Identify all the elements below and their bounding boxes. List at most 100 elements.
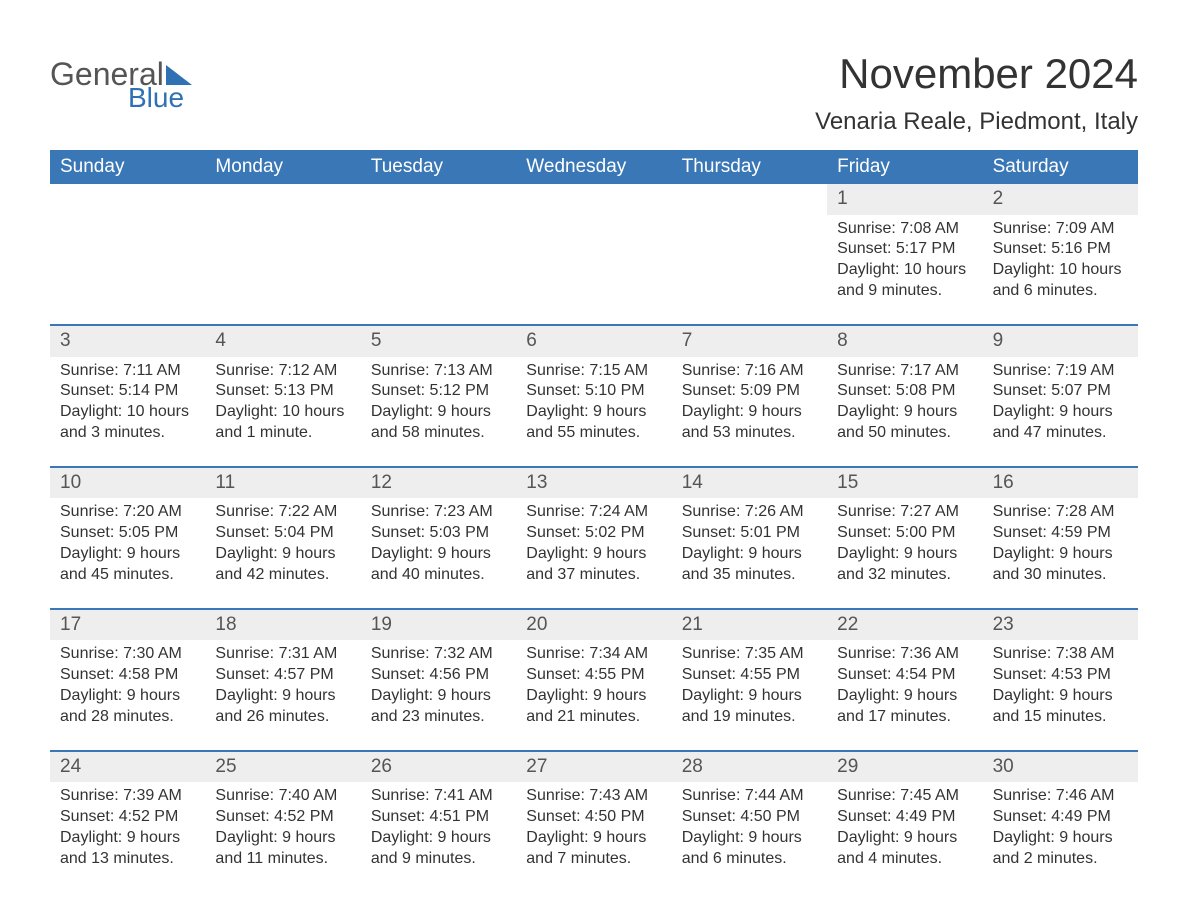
sunrise-text: Sunrise: 7:34 AM [526, 644, 661, 665]
day-number: 13 [516, 468, 671, 499]
dow-cell: Tuesday [361, 150, 516, 184]
daylight-text: Daylight: 9 hours and 13 minutes. [60, 828, 195, 870]
sunset-text: Sunset: 4:52 PM [60, 807, 195, 828]
calendar-cell: 2 Sunrise: 7:09 AMSunset: 5:16 PMDaylight… [983, 184, 1138, 310]
daylight-text: Daylight: 9 hours and 17 minutes. [837, 686, 972, 728]
day-number: 3 [50, 326, 205, 357]
calendar-cell: 21Sunrise: 7:35 AMSunset: 4:55 PMDayligh… [672, 610, 827, 736]
calendar-cell: 13Sunrise: 7:24 AMSunset: 5:02 PMDayligh… [516, 468, 671, 594]
sunrise-text: Sunrise: 7:20 AM [60, 502, 195, 523]
day-number: 17 [50, 610, 205, 641]
sunrise-text: Sunrise: 7:27 AM [837, 502, 972, 523]
sunset-text: Sunset: 5:03 PM [371, 523, 506, 544]
calendar-cell: 5Sunrise: 7:13 AMSunset: 5:12 PMDaylight… [361, 326, 516, 452]
calendar-week: 3Sunrise: 7:11 AMSunset: 5:14 PMDaylight… [50, 324, 1138, 452]
calendar-cell-empty [672, 184, 827, 310]
calendar-week: 1Sunrise: 7:08 AMSunset: 5:17 PMDaylight… [50, 184, 1138, 310]
daylight-text: Daylight: 9 hours and 21 minutes. [526, 686, 661, 728]
sunset-text: Sunset: 5:04 PM [215, 523, 350, 544]
calendar-grid: SundayMondayTuesdayWednesdayThursdayFrid… [50, 150, 1138, 877]
sunrise-text: Sunrise: 7:23 AM [371, 502, 506, 523]
calendar-cell: 1Sunrise: 7:08 AMSunset: 5:17 PMDaylight… [827, 184, 982, 310]
calendar-cell: 10Sunrise: 7:20 AMSunset: 5:05 PMDayligh… [50, 468, 205, 594]
sunrise-text: Sunrise: 7:35 AM [682, 644, 817, 665]
sunset-text: Sunset: 4:55 PM [682, 665, 817, 686]
sunrise-text: Sunrise: 7:31 AM [215, 644, 350, 665]
dow-cell: Sunday [50, 150, 205, 184]
sunrise-text: Sunrise: 7:19 AM [993, 361, 1128, 382]
daylight-text: Daylight: 9 hours and 28 minutes. [60, 686, 195, 728]
sunrise-text: Sunrise: 7:13 AM [371, 361, 506, 382]
dow-cell: Friday [827, 150, 982, 184]
daylight-text: Daylight: 9 hours and 26 minutes. [215, 686, 350, 728]
calendar-page: General Blue November 2024 Venaria Reale… [0, 0, 1188, 917]
day-number: 25 [205, 752, 360, 783]
calendar-cell: 24Sunrise: 7:39 AMSunset: 4:52 PMDayligh… [50, 752, 205, 878]
sunset-text: Sunset: 5:09 PM [682, 381, 817, 402]
day-number: 27 [516, 752, 671, 783]
calendar-cell-empty [205, 184, 360, 310]
calendar-cell: 28Sunrise: 7:44 AMSunset: 4:50 PMDayligh… [672, 752, 827, 878]
day-of-week-header: SundayMondayTuesdayWednesdayThursdayFrid… [50, 150, 1138, 184]
calendar-cell: 19Sunrise: 7:32 AMSunset: 4:56 PMDayligh… [361, 610, 516, 736]
sunrise-text: Sunrise: 7:16 AM [682, 361, 817, 382]
sunset-text: Sunset: 5:00 PM [837, 523, 972, 544]
sunset-text: Sunset: 5:05 PM [60, 523, 195, 544]
daylight-text: Daylight: 10 hours and 6 minutes. [993, 260, 1128, 302]
sunrise-text: Sunrise: 7:44 AM [682, 786, 817, 807]
daylight-text: Daylight: 9 hours and 50 minutes. [837, 402, 972, 444]
sunset-text: Sunset: 5:16 PM [993, 239, 1128, 260]
location-text: Venaria Reale, Piedmont, Italy [815, 108, 1138, 136]
sunrise-text: Sunrise: 7:40 AM [215, 786, 350, 807]
sunrise-text: Sunrise: 7:22 AM [215, 502, 350, 523]
sunrise-text: Sunrise: 7:26 AM [682, 502, 817, 523]
calendar-cell: 27Sunrise: 7:43 AMSunset: 4:50 PMDayligh… [516, 752, 671, 878]
day-number: 29 [827, 752, 982, 783]
month-title: November 2024 [815, 50, 1138, 98]
daylight-text: Daylight: 10 hours and 9 minutes. [837, 260, 972, 302]
day-number: 6 [516, 326, 671, 357]
day-number: 2 [983, 184, 1138, 215]
day-number: 1 [827, 184, 982, 215]
calendar-cell: 23Sunrise: 7:38 AMSunset: 4:53 PMDayligh… [983, 610, 1138, 736]
sunset-text: Sunset: 4:51 PM [371, 807, 506, 828]
sunrise-text: Sunrise: 7:36 AM [837, 644, 972, 665]
day-number: 30 [983, 752, 1138, 783]
daylight-text: Daylight: 10 hours and 1 minute. [215, 402, 350, 444]
sunset-text: Sunset: 4:54 PM [837, 665, 972, 686]
sunset-text: Sunset: 5:01 PM [682, 523, 817, 544]
sunset-text: Sunset: 5:07 PM [993, 381, 1128, 402]
calendar-cell: 3Sunrise: 7:11 AMSunset: 5:14 PMDaylight… [50, 326, 205, 452]
daylight-text: Daylight: 9 hours and 4 minutes. [837, 828, 972, 870]
sunset-text: Sunset: 4:58 PM [60, 665, 195, 686]
calendar-cell-empty [50, 184, 205, 310]
calendar-cell: 30Sunrise: 7:46 AMSunset: 4:49 PMDayligh… [983, 752, 1138, 878]
day-number: 22 [827, 610, 982, 641]
sunrise-text: Sunrise: 7:09 AM [993, 219, 1128, 240]
daylight-text: Daylight: 9 hours and 47 minutes. [993, 402, 1128, 444]
sunrise-text: Sunrise: 7:32 AM [371, 644, 506, 665]
daylight-text: Daylight: 9 hours and 40 minutes. [371, 544, 506, 586]
daylight-text: Daylight: 10 hours and 3 minutes. [60, 402, 195, 444]
page-header: General Blue November 2024 Venaria Reale… [50, 50, 1138, 136]
sunrise-text: Sunrise: 7:17 AM [837, 361, 972, 382]
dow-cell: Monday [205, 150, 360, 184]
calendar-cell: 11Sunrise: 7:22 AMSunset: 5:04 PMDayligh… [205, 468, 360, 594]
sunrise-text: Sunrise: 7:08 AM [837, 219, 972, 240]
sunrise-text: Sunrise: 7:15 AM [526, 361, 661, 382]
daylight-text: Daylight: 9 hours and 30 minutes. [993, 544, 1128, 586]
calendar-cell: 17Sunrise: 7:30 AMSunset: 4:58 PMDayligh… [50, 610, 205, 736]
day-number: 10 [50, 468, 205, 499]
calendar-cell: 16Sunrise: 7:28 AMSunset: 4:59 PMDayligh… [983, 468, 1138, 594]
sunrise-text: Sunrise: 7:12 AM [215, 361, 350, 382]
daylight-text: Daylight: 9 hours and 7 minutes. [526, 828, 661, 870]
title-block: November 2024 Venaria Reale, Piedmont, I… [815, 50, 1138, 136]
dow-cell: Wednesday [516, 150, 671, 184]
sunset-text: Sunset: 4:50 PM [526, 807, 661, 828]
day-number: 24 [50, 752, 205, 783]
day-number: 4 [205, 326, 360, 357]
day-number: 26 [361, 752, 516, 783]
calendar-cell: 18Sunrise: 7:31 AMSunset: 4:57 PMDayligh… [205, 610, 360, 736]
calendar-cell: 14Sunrise: 7:26 AMSunset: 5:01 PMDayligh… [672, 468, 827, 594]
day-number: 20 [516, 610, 671, 641]
